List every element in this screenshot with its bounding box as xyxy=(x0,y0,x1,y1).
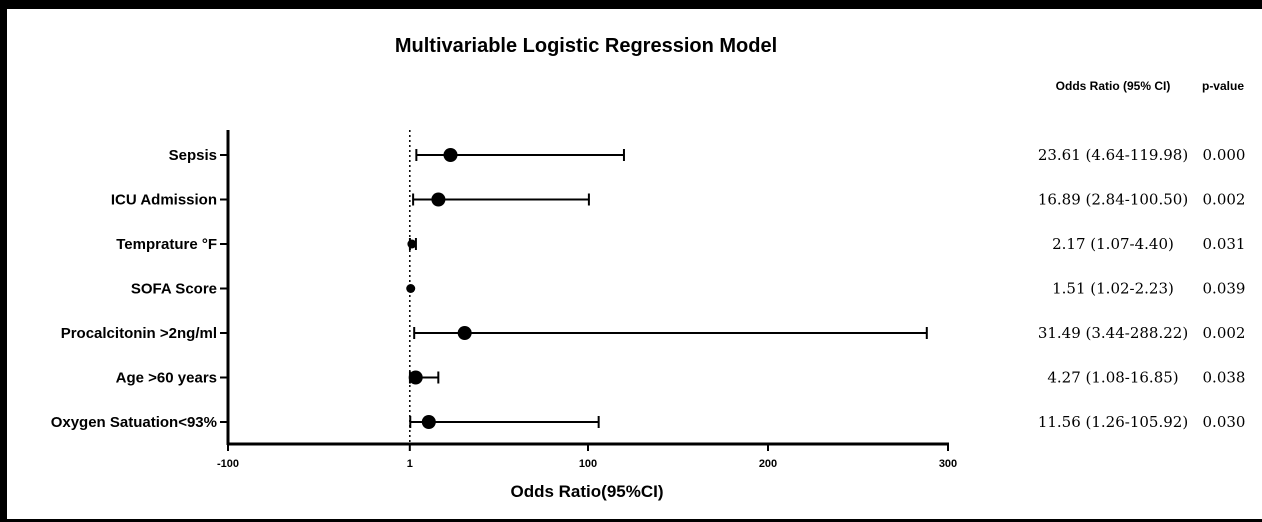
p-value-text: 0.030 xyxy=(1203,413,1246,431)
x-tick-label: 300 xyxy=(939,458,957,470)
row-label: Oxygen Satuation<93% xyxy=(51,414,217,431)
odds-ratio-ci-text: 11.56 (1.26-105.92) xyxy=(1038,413,1188,431)
odds-ratio-ci-text: 1.51 (1.02-2.23) xyxy=(1052,280,1174,298)
p-value-text: 0.039 xyxy=(1203,280,1246,298)
p-value-text: 0.002 xyxy=(1203,191,1246,209)
row-label: Age >60 years xyxy=(116,370,217,387)
x-axis-label: Odds Ratio(95%CI) xyxy=(510,482,663,501)
p-value-text: 0.000 xyxy=(1203,146,1246,164)
plot-area: -100 1 100 200 300 Sepsis 23.61 (4.64-119.98) 0… xyxy=(51,130,1246,470)
row-label: ICU Admission xyxy=(111,192,217,209)
x-tick-label: 1 xyxy=(407,458,413,470)
odds-ratio-point xyxy=(457,326,472,340)
chart-title: Multivariable Logistic Regression Model xyxy=(395,35,777,57)
odds-ratio-point xyxy=(431,192,446,207)
x-tick-label: -100 xyxy=(217,458,239,470)
odds-ratio-point xyxy=(408,370,423,385)
odds-ratio-point xyxy=(443,148,458,162)
row-label: Procalcitonin >2ng/ml xyxy=(61,325,217,342)
x-tick-label: 200 xyxy=(759,458,777,470)
column-header-p-value: p-value xyxy=(1202,79,1244,93)
x-tick-label: 100 xyxy=(579,458,597,470)
odds-ratio-ci-text: 2.17 (1.07-4.40) xyxy=(1052,235,1174,253)
row-label: Sepsis xyxy=(169,147,217,164)
p-value-text: 0.031 xyxy=(1203,235,1246,253)
odds-ratio-ci-text: 4.27 (1.08-16.85) xyxy=(1047,369,1178,387)
row-label: Temprature °F xyxy=(116,236,217,253)
p-value-text: 0.002 xyxy=(1203,324,1246,342)
row-label: SOFA Score xyxy=(131,281,217,298)
p-value-text: 0.038 xyxy=(1203,369,1246,387)
odds-ratio-ci-text: 16.89 (2.84-100.50) xyxy=(1038,191,1188,209)
odds-ratio-ci-text: 31.49 (3.44-288.22) xyxy=(1038,324,1188,342)
column-header-odds-ratio: Odds Ratio (95% CI) xyxy=(1056,79,1171,93)
odds-ratio-ci-text: 23.61 (4.64-119.98) xyxy=(1038,146,1188,164)
odds-ratio-point xyxy=(421,415,436,429)
odds-ratio-point xyxy=(407,239,417,249)
odds-ratio-point xyxy=(406,284,416,293)
